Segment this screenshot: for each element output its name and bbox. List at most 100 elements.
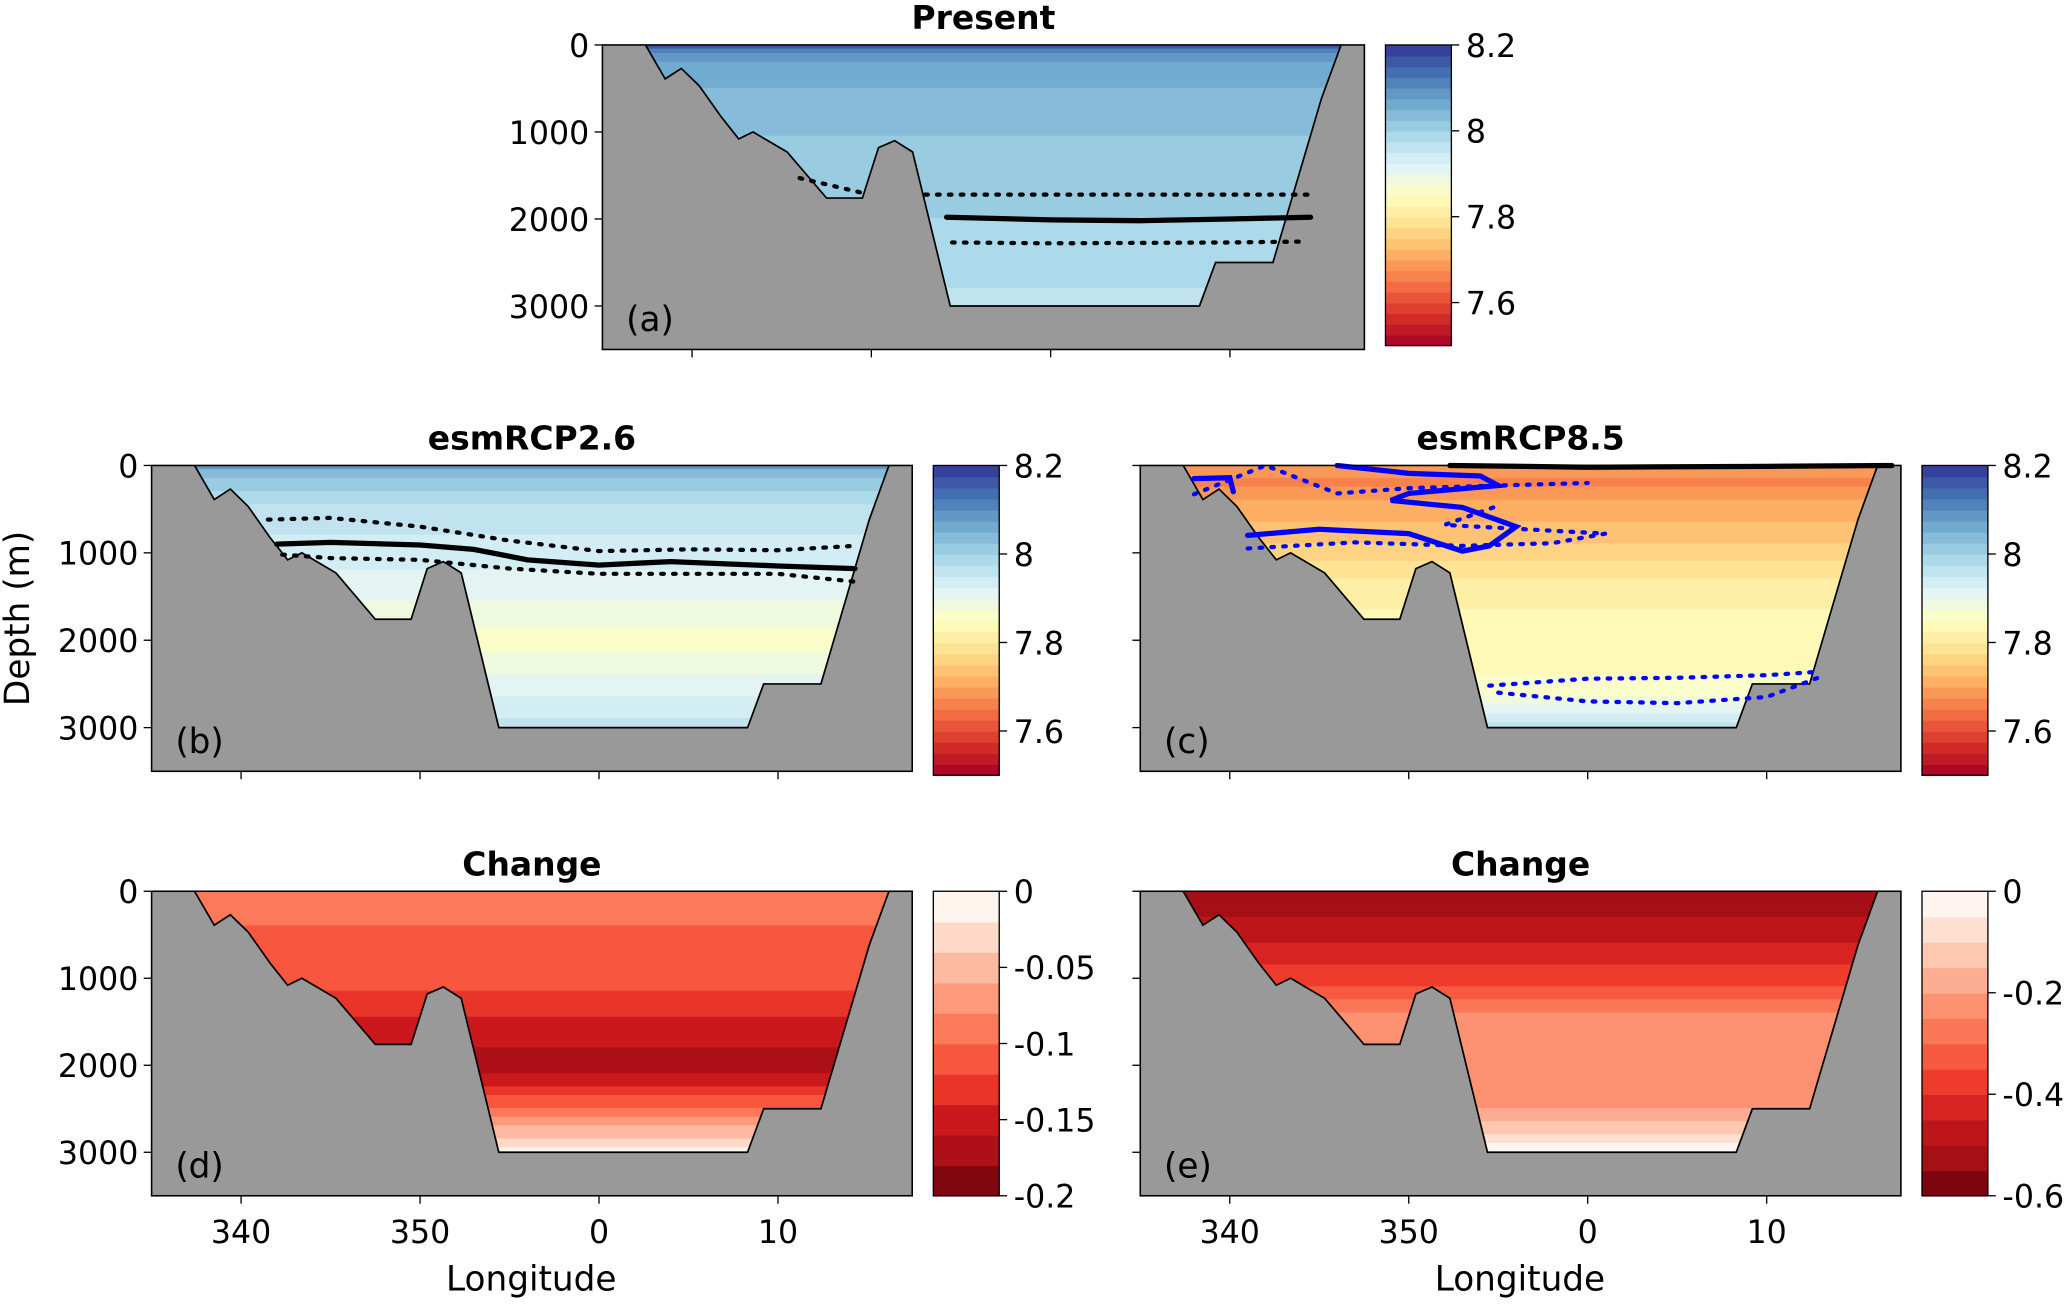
x-tick-label: 0 bbox=[1578, 1215, 1598, 1251]
panel-title: esmRCP2.6 bbox=[428, 419, 636, 458]
contour-band bbox=[194, 709, 889, 716]
colorbar-tick-label: -0.1 bbox=[1014, 1027, 1076, 1063]
contour-band bbox=[194, 1147, 889, 1153]
colorbar-swatch bbox=[933, 982, 1000, 1014]
contour-band bbox=[1183, 700, 1878, 707]
colorbar-swatch bbox=[933, 520, 1000, 533]
contour-band bbox=[194, 565, 889, 571]
contour-band bbox=[194, 912, 889, 919]
colorbar-tick-label: -0.4 bbox=[2002, 1078, 2064, 1114]
contour-band bbox=[645, 183, 1342, 190]
contour-band bbox=[1183, 709, 1878, 716]
contour-line-dotted bbox=[797, 175, 865, 195]
contour-band bbox=[194, 504, 889, 510]
colorbar-swatch bbox=[1921, 609, 1988, 622]
contour-band bbox=[194, 670, 889, 676]
contour-band bbox=[194, 1077, 889, 1084]
y-axis-label: Depth (m) bbox=[0, 531, 38, 706]
colorbar-swatch bbox=[1385, 324, 1452, 336]
y-tick-label: 2000 bbox=[58, 624, 138, 660]
contour-band bbox=[194, 482, 889, 488]
contour-band bbox=[1183, 1025, 1878, 1032]
contour-band bbox=[194, 591, 889, 598]
contour-band bbox=[1183, 547, 1878, 554]
colorbar-swatch bbox=[1921, 967, 1988, 994]
contour-band bbox=[194, 1142, 889, 1149]
contour-band bbox=[1183, 960, 1878, 966]
contour-band bbox=[194, 1134, 889, 1140]
colorbar-swatch bbox=[1921, 697, 1988, 710]
contour-band bbox=[645, 174, 1342, 181]
colorbar-swatch bbox=[933, 631, 1000, 644]
colorbar-swatch bbox=[1921, 1068, 1988, 1096]
contour-band bbox=[645, 261, 1342, 268]
colorbar-tick-label: 7.8 bbox=[1466, 201, 1516, 237]
colorbar-swatch bbox=[1921, 942, 1988, 969]
contour-band bbox=[645, 100, 1342, 107]
contour-band bbox=[194, 981, 889, 988]
contour-band bbox=[1183, 499, 1878, 506]
contour-band bbox=[645, 131, 1342, 137]
colorbar-frame bbox=[1384, 44, 1453, 347]
plot-frame bbox=[1139, 890, 1902, 1197]
contour-band bbox=[1183, 495, 1878, 502]
contour-band bbox=[1183, 968, 1878, 975]
y-tick-label: 2000 bbox=[58, 1049, 138, 1085]
colorbar-swatch bbox=[1921, 764, 1988, 777]
contour-band bbox=[194, 1055, 889, 1062]
panel-e: 340 350 0 10 Change (e) 0 -0.2 -0.4 -0.6 bbox=[1132, 844, 2064, 1251]
contour-band bbox=[1183, 608, 1878, 615]
contour-band bbox=[1183, 995, 1878, 1001]
contour-band bbox=[194, 508, 889, 515]
contour-band bbox=[1183, 630, 1878, 637]
colorbar-swatch bbox=[933, 565, 1000, 577]
contour-band bbox=[1183, 665, 1878, 672]
contour-band bbox=[194, 1068, 889, 1075]
colorbar-swatch bbox=[1385, 173, 1452, 186]
contour-band bbox=[194, 891, 889, 897]
contour-band bbox=[194, 517, 889, 523]
contour-band bbox=[645, 296, 1342, 303]
contour-band bbox=[645, 109, 1342, 116]
contour-line-dotted bbox=[280, 552, 858, 584]
contour-band bbox=[1183, 1125, 1878, 1132]
contour-band bbox=[645, 105, 1342, 111]
contour-band bbox=[1183, 691, 1878, 698]
contour-band bbox=[1183, 552, 1878, 558]
colorbar-swatch bbox=[1385, 334, 1452, 347]
contour-band bbox=[1183, 600, 1878, 606]
contour-band bbox=[194, 973, 889, 979]
y-tick-label: 3000 bbox=[58, 711, 138, 747]
y-tick-label: 3000 bbox=[58, 1136, 138, 1172]
colorbar-swatch bbox=[1921, 620, 1988, 633]
contour-band bbox=[1183, 908, 1878, 914]
contour-band bbox=[194, 469, 889, 475]
contour-band bbox=[194, 547, 889, 554]
contour-band bbox=[1183, 951, 1878, 958]
panel-label: (d) bbox=[175, 1146, 224, 1186]
contour-band bbox=[645, 96, 1342, 103]
y-tick-label: 0 bbox=[118, 875, 138, 911]
contour-band bbox=[645, 153, 1342, 159]
contour-band bbox=[1183, 595, 1878, 602]
contour-band bbox=[1183, 643, 1878, 650]
contour-band bbox=[1183, 938, 1878, 945]
plot-frame bbox=[1139, 464, 1902, 773]
contour-band bbox=[194, 574, 889, 580]
colorbar-swatch bbox=[933, 753, 1000, 765]
colorbar-tick-label: -0.6 bbox=[2002, 1180, 2064, 1216]
contour-band bbox=[1183, 1099, 1878, 1106]
contour-band bbox=[645, 87, 1342, 94]
colorbar-e: 0 -0.2 -0.4 -0.6 bbox=[1921, 875, 2064, 1216]
plot-frame bbox=[601, 44, 1366, 351]
contour-band bbox=[645, 135, 1342, 142]
contour-band bbox=[194, 990, 889, 997]
colorbar-swatch bbox=[1385, 152, 1452, 164]
contour-band bbox=[194, 995, 889, 1001]
contour-line-solid bbox=[274, 539, 858, 572]
contour-band bbox=[645, 244, 1342, 251]
contour-band bbox=[645, 61, 1342, 68]
contour-band bbox=[1183, 894, 1878, 901]
colorbar-swatch bbox=[1385, 98, 1452, 111]
contour-band bbox=[1183, 947, 1878, 953]
